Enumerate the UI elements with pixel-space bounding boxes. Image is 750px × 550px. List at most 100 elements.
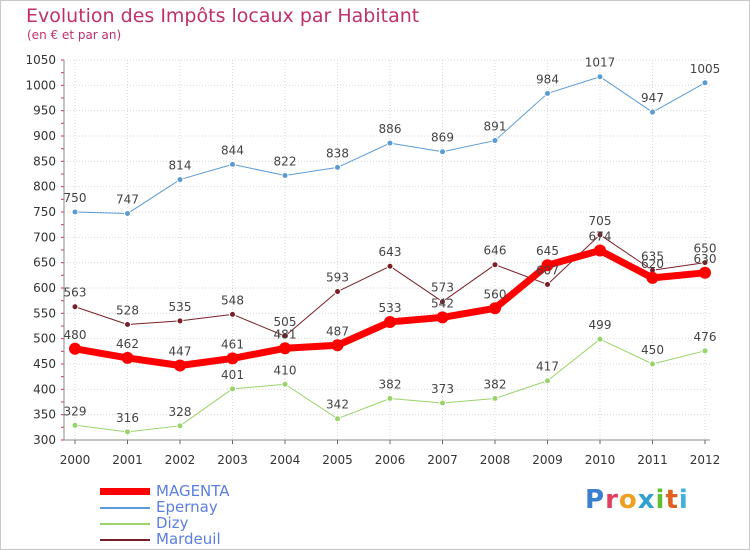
data-label-mardeuil: 573 <box>431 281 454 295</box>
data-point-dizy <box>439 399 446 407</box>
legend-label-magenta: MAGENTA <box>156 482 230 500</box>
y-tick-label: 1050 <box>25 53 56 67</box>
data-label-epernay: 747 <box>116 193 139 207</box>
data-point-mardeuil <box>71 303 79 311</box>
data-point-dizy <box>596 335 604 343</box>
data-label-dizy: 382 <box>379 377 402 391</box>
data-label-epernay: 1005 <box>690 62 721 76</box>
data-label-magenta: 620 <box>641 257 664 271</box>
data-label-magenta: 533 <box>379 301 402 315</box>
y-tick-label: 400 <box>33 382 56 396</box>
data-label-magenta: 447 <box>169 345 192 359</box>
data-point-mardeuil <box>176 317 184 325</box>
data-point-magenta <box>121 351 134 364</box>
data-label-epernay: 750 <box>64 191 87 205</box>
data-label-epernay: 1017 <box>585 56 616 70</box>
data-label-dizy: 342 <box>326 398 349 412</box>
data-label-mardeuil: 505 <box>274 315 297 329</box>
brand-letter: r <box>605 485 619 515</box>
data-point-dizy <box>544 377 551 385</box>
data-label-dizy: 417 <box>536 360 559 374</box>
data-label-epernay: 814 <box>169 159 192 173</box>
data-point-magenta <box>489 302 501 315</box>
brand-letter: o <box>618 485 638 515</box>
x-tick-label: 2003 <box>217 453 248 467</box>
data-label-magenta: 462 <box>116 337 139 351</box>
data-point-epernay <box>71 208 79 216</box>
data-label-dizy: 450 <box>641 343 664 357</box>
data-label-epernay: 869 <box>431 131 454 145</box>
data-point-mardeuil <box>491 261 499 269</box>
data-label-dizy: 329 <box>64 404 87 418</box>
data-label-epernay: 984 <box>536 72 559 86</box>
y-tick-label: 600 <box>33 281 56 295</box>
data-point-epernay <box>649 108 656 116</box>
data-point-dizy <box>649 360 656 368</box>
data-point-magenta <box>69 342 81 355</box>
data-label-epernay: 891 <box>484 120 507 134</box>
data-label-mardeuil: 548 <box>221 293 244 307</box>
brand-letter: P <box>585 485 606 515</box>
data-label-mardeuil: 705 <box>589 214 612 228</box>
legend-label-dizy: Dizy <box>156 514 189 532</box>
data-point-magenta <box>384 315 396 328</box>
chart-subtitle: (en € et par an) <box>27 28 122 42</box>
data-point-dizy <box>386 394 394 402</box>
data-label-mardeuil: 528 <box>116 303 139 317</box>
data-point-mardeuil <box>544 280 551 288</box>
legend-swatch-magenta <box>100 488 150 495</box>
data-label-magenta: 487 <box>326 324 349 338</box>
data-point-epernay <box>281 172 289 180</box>
data-label-magenta: 645 <box>536 244 559 258</box>
data-point-mardeuil <box>124 320 131 328</box>
data-label-dizy: 382 <box>484 377 507 391</box>
x-tick-label: 2008 <box>480 453 511 467</box>
data-label-dizy: 410 <box>274 363 297 377</box>
x-tick-label: 2002 <box>165 453 196 467</box>
data-label-mardeuil: 650 <box>694 242 717 256</box>
data-label-magenta: 674 <box>589 230 612 244</box>
chart-title: Evolution des Impôts locaux par Habitant <box>26 5 420 27</box>
data-label-dizy: 373 <box>431 382 454 396</box>
x-tick-label: 2004 <box>270 453 301 467</box>
data-point-epernay <box>701 79 709 87</box>
data-point-mardeuil <box>281 332 289 340</box>
brand-letter: i <box>655 485 666 515</box>
data-point-mardeuil <box>334 288 341 296</box>
data-label-dizy: 328 <box>169 405 192 419</box>
x-tick-label: 2006 <box>375 453 406 467</box>
x-tick-label: 2005 <box>322 453 353 467</box>
data-point-magenta <box>594 244 606 257</box>
data-point-dizy <box>281 380 289 388</box>
y-tick-label: 500 <box>33 332 56 346</box>
brand-letter: t <box>665 485 679 515</box>
data-point-mardeuil <box>229 310 236 318</box>
data-point-magenta <box>331 339 344 352</box>
data-point-magenta <box>279 342 291 355</box>
data-label-magenta: 542 <box>431 296 454 310</box>
data-point-epernay <box>386 139 394 147</box>
data-point-dizy <box>491 394 499 402</box>
data-point-dizy <box>334 415 341 423</box>
y-tick-label: 450 <box>33 357 56 371</box>
data-point-magenta <box>541 259 554 272</box>
brand-letter: i <box>678 485 689 515</box>
data-label-mardeuil: 635 <box>641 249 664 263</box>
data-label-epernay: 838 <box>326 146 349 160</box>
x-tick-label: 2007 <box>427 453 458 467</box>
data-point-magenta <box>699 266 711 279</box>
data-label-dizy: 316 <box>116 411 139 425</box>
data-point-epernay <box>439 148 446 156</box>
y-tick-label: 300 <box>33 433 56 447</box>
data-point-magenta <box>174 359 186 372</box>
legend-swatch-epernay <box>100 507 150 509</box>
data-point-epernay <box>491 137 499 145</box>
data-point-epernay <box>544 89 551 97</box>
data-label-mardeuil: 535 <box>169 300 192 314</box>
data-point-magenta <box>646 271 659 284</box>
data-label-magenta: 461 <box>221 337 244 351</box>
data-point-dizy <box>229 385 236 393</box>
data-label-dizy: 499 <box>589 318 612 332</box>
x-tick-label: 2012 <box>690 453 721 467</box>
